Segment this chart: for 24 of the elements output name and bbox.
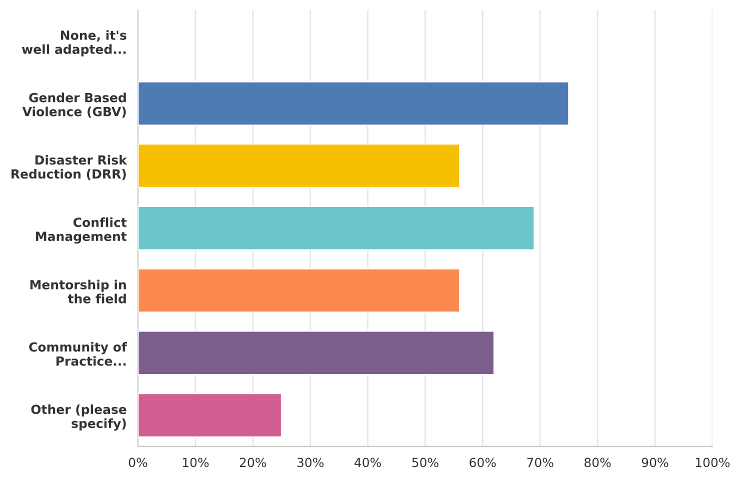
y-tick-label: Community of Practice...	[29, 342, 128, 366]
x-tick-label: 40%	[354, 458, 381, 468]
bar	[138, 143, 460, 188]
x-tick-label: 20%	[240, 458, 266, 468]
x-tick-label: 0%	[128, 458, 148, 468]
bar	[138, 80, 570, 126]
y-tick-label: None, it's well adapted...	[22, 30, 126, 56]
x-tick-label: 70%	[527, 458, 554, 468]
bar	[138, 268, 460, 314]
x-tick-label: 50%	[412, 458, 438, 468]
bar	[138, 206, 536, 251]
x-tick-label: 80%	[584, 458, 611, 468]
y-tick-label: Conflict Management	[36, 217, 127, 244]
y-tick-label: Other (please specify)	[31, 404, 126, 431]
x-tick-label: 10%	[182, 458, 209, 468]
x-tick-label: 100%	[696, 458, 730, 468]
bar	[138, 392, 282, 438]
x-tick-label: 30%	[297, 458, 324, 468]
x-tick-label: 90%	[642, 458, 668, 468]
y-tick-label: Disaster Risk Reduction (DRR)	[12, 155, 128, 180]
x-tick-label: 60%	[470, 458, 496, 468]
y-tick-label: Gender Based Violence (GBV)	[22, 92, 126, 118]
y-tick-label: Mentorship in the field	[30, 280, 126, 304]
bar	[138, 330, 495, 376]
